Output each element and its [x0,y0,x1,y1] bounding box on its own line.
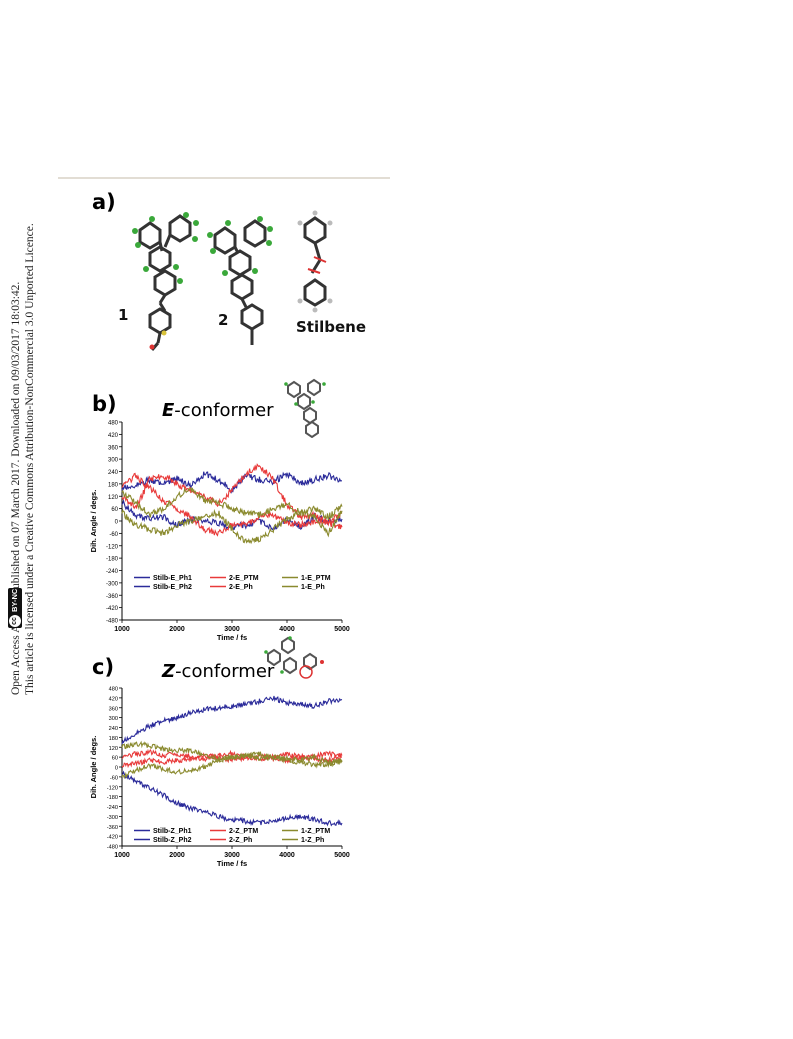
z-conformer-series-Stilb-Z_Ph2 [121,770,343,827]
z-conformer-y-tick-label: -240 [107,805,118,811]
z-conformer-x-tick-label: 5000 [334,852,350,859]
molecule-label-stilbene: Stilbene [296,318,367,336]
z-conformer-chart: 480 420 360 300 240 180 120 60 0 -60 -120 -180 -240 -… [89,687,350,869]
e-conformer-y-tick-label: 120 [108,495,119,501]
e-conformer-x-tick-label: 1000 [114,626,130,633]
z-conformer-y-tick-label: 480 [109,687,118,693]
e-conformer-legend-1-E_Ph: 1-E_Ph [301,584,325,591]
molecule-structures [132,210,333,351]
sidebar: Open Access Article. Published on 07 Mar… [0,0,50,700]
e-conformer-x-tick-label: 3000 [224,626,240,633]
e-conformer-series-1-E_Ph [121,487,343,521]
e-conformer-y-tick-label: -60 [109,532,118,538]
e-conformer-y-tick-label: -180 [106,557,119,563]
z-conformer-legend-2-Z_PTM: 2-Z_PTM [229,828,258,835]
z-conformer-y-tick-label: 360 [109,706,118,712]
z-conformer-y-tick-label: 0 [115,766,118,772]
molecule-label-1: 1 [118,306,129,324]
stilbene-structure [303,216,327,307]
z-conformer-y-tick-label: 300 [109,716,118,722]
e-conformer-legend-2-E_Ph: 2-E_Ph [229,584,253,591]
e-conformer-y-tick-label: 0 [115,520,119,526]
z-conformer-legend-Stilb-Z_Ph1: Stilb-Z_Ph1 [153,828,192,835]
z-conformer-x-tick-label: 1000 [114,852,130,859]
z-conformer-y-tick-label: -120 [107,785,118,791]
z-conformer-title-prefix: Z [162,661,176,682]
z-conformer-x-tick-label: 3000 [224,852,240,859]
panel-b-label: b) [92,392,117,416]
e-conformer-y-tick-label: 240 [108,470,119,476]
z-conformer-title: Z-conformer [162,661,274,682]
e-conformer-title-suffix: -conformer [174,400,274,421]
sidebar-line-1: Open Access Article. Published on 07 Mar… [10,281,22,695]
e-conformer-y-tick-label: 420 [108,433,119,439]
cc-icon: cc [9,615,21,627]
z-conformer-y-tick-label: -360 [107,825,118,831]
e-conformer-legend-Stilb-E_Ph2: Stilb-E_Ph2 [153,584,192,591]
e-conformer-series-2-E_PTM [121,472,343,537]
sidebar-line-2: This article is licensed under a Creativ… [24,223,36,695]
z-conformer-legend-1-Z_PTM: 1-Z_PTM [301,828,330,835]
z-conformer-title-suffix: -conformer [175,661,275,682]
z-conformer-y-tick-label: 180 [109,736,118,742]
e-conformer-x-tick-label: 5000 [334,626,350,633]
e-conformer-title: E-conformer [162,400,274,421]
cc-badge-label: BY-NC [10,588,19,612]
cc-license-badge[interactable]: cc BY-NC [8,588,22,628]
z-conformer-legend-2-Z_Ph: 2-Z_Ph [229,837,252,844]
z-conformer-x-tick-label: 2000 [169,852,185,859]
e-conformer-x-tick-label: 4000 [279,626,295,633]
z-conformer-series-1-Z_PTM [121,740,343,765]
z-conformer-y-axis-label: Dih. Angle / degs. [89,736,98,799]
e-conformer-y-tick-label: 480 [108,421,119,427]
e-conformer-y-tick-label: -480 [106,619,119,625]
molecule-2-structure [213,219,267,345]
e-conformer-x-axis-label: Time / fs [217,633,247,640]
z-conformer-y-tick-label: -480 [107,845,118,851]
e-conformer-legend-Stilb-E_Ph1: Stilb-E_Ph1 [153,575,192,582]
e-conformer-y-tick-label: 300 [108,458,119,464]
z-conformer-y-tick-label: 60 [112,756,118,762]
z-conformer-y-tick-label: -180 [107,795,118,801]
e-conformer-y-tick-label: 360 [108,445,119,451]
panel-c-label: c) [92,655,115,679]
e-conformer-y-tick-label: -360 [106,594,119,600]
z-conformer-y-tick-label: -420 [107,835,118,841]
z-conformer-legend-Stilb-Z_Ph2: Stilb-Z_Ph2 [153,837,192,844]
e-conformer-y-tick-label: -120 [106,544,119,550]
e-conformer-y-tick-label: -420 [106,606,119,612]
e-conformer-title-prefix: E [162,400,175,421]
e-conformer-series-1-E_PTM [121,508,343,545]
e-conformer-y-tick-label: 60 [111,507,118,513]
e-conformer-chart: 480 420 360 300 240 180 120 60 0 -60 -120 -180 -240 -… [89,421,350,641]
z-conformer-series-Stilb-Z_Ph1 [121,695,343,745]
molecule-label-2: 2 [218,311,229,329]
e-conformer-y-axis-label: Dih. Angle / degs. [89,490,98,553]
z-conformer-x-tick-label: 4000 [279,852,295,859]
e-conformer-legend-1-E_PTM: 1-E_PTM [301,575,331,582]
e-conformer-y-tick-label: -240 [106,569,119,575]
divider-rule [58,177,390,179]
z-conformer-y-tick-label: 240 [109,726,118,732]
e-conformer-x-tick-label: 2000 [169,626,185,633]
z-conformer-inset-molecule [264,636,324,679]
e-conformer-inset-molecule [284,378,326,438]
e-conformer-y-tick-label: 180 [108,482,119,488]
e-conformer-series-2-E_Ph [121,463,343,527]
e-conformer-y-tick-label: -300 [106,581,119,587]
z-conformer-y-tick-label: 420 [109,696,118,702]
z-conformer-y-tick-label: -300 [107,815,118,821]
z-conformer-series-1-Z_Ph [121,751,343,780]
z-conformer-y-tick-label: 120 [109,746,118,752]
panel-a-label: a) [92,190,116,214]
e-conformer-legend-2-E_PTM: 2-E_PTM [229,575,259,582]
z-conformer-legend-1-Z_Ph: 1-Z_Ph [301,837,324,844]
molecule-1-structure [138,214,192,351]
z-conformer-y-tick-label: -60 [110,775,118,781]
z-conformer-x-axis-label: Time / fs [217,859,247,868]
